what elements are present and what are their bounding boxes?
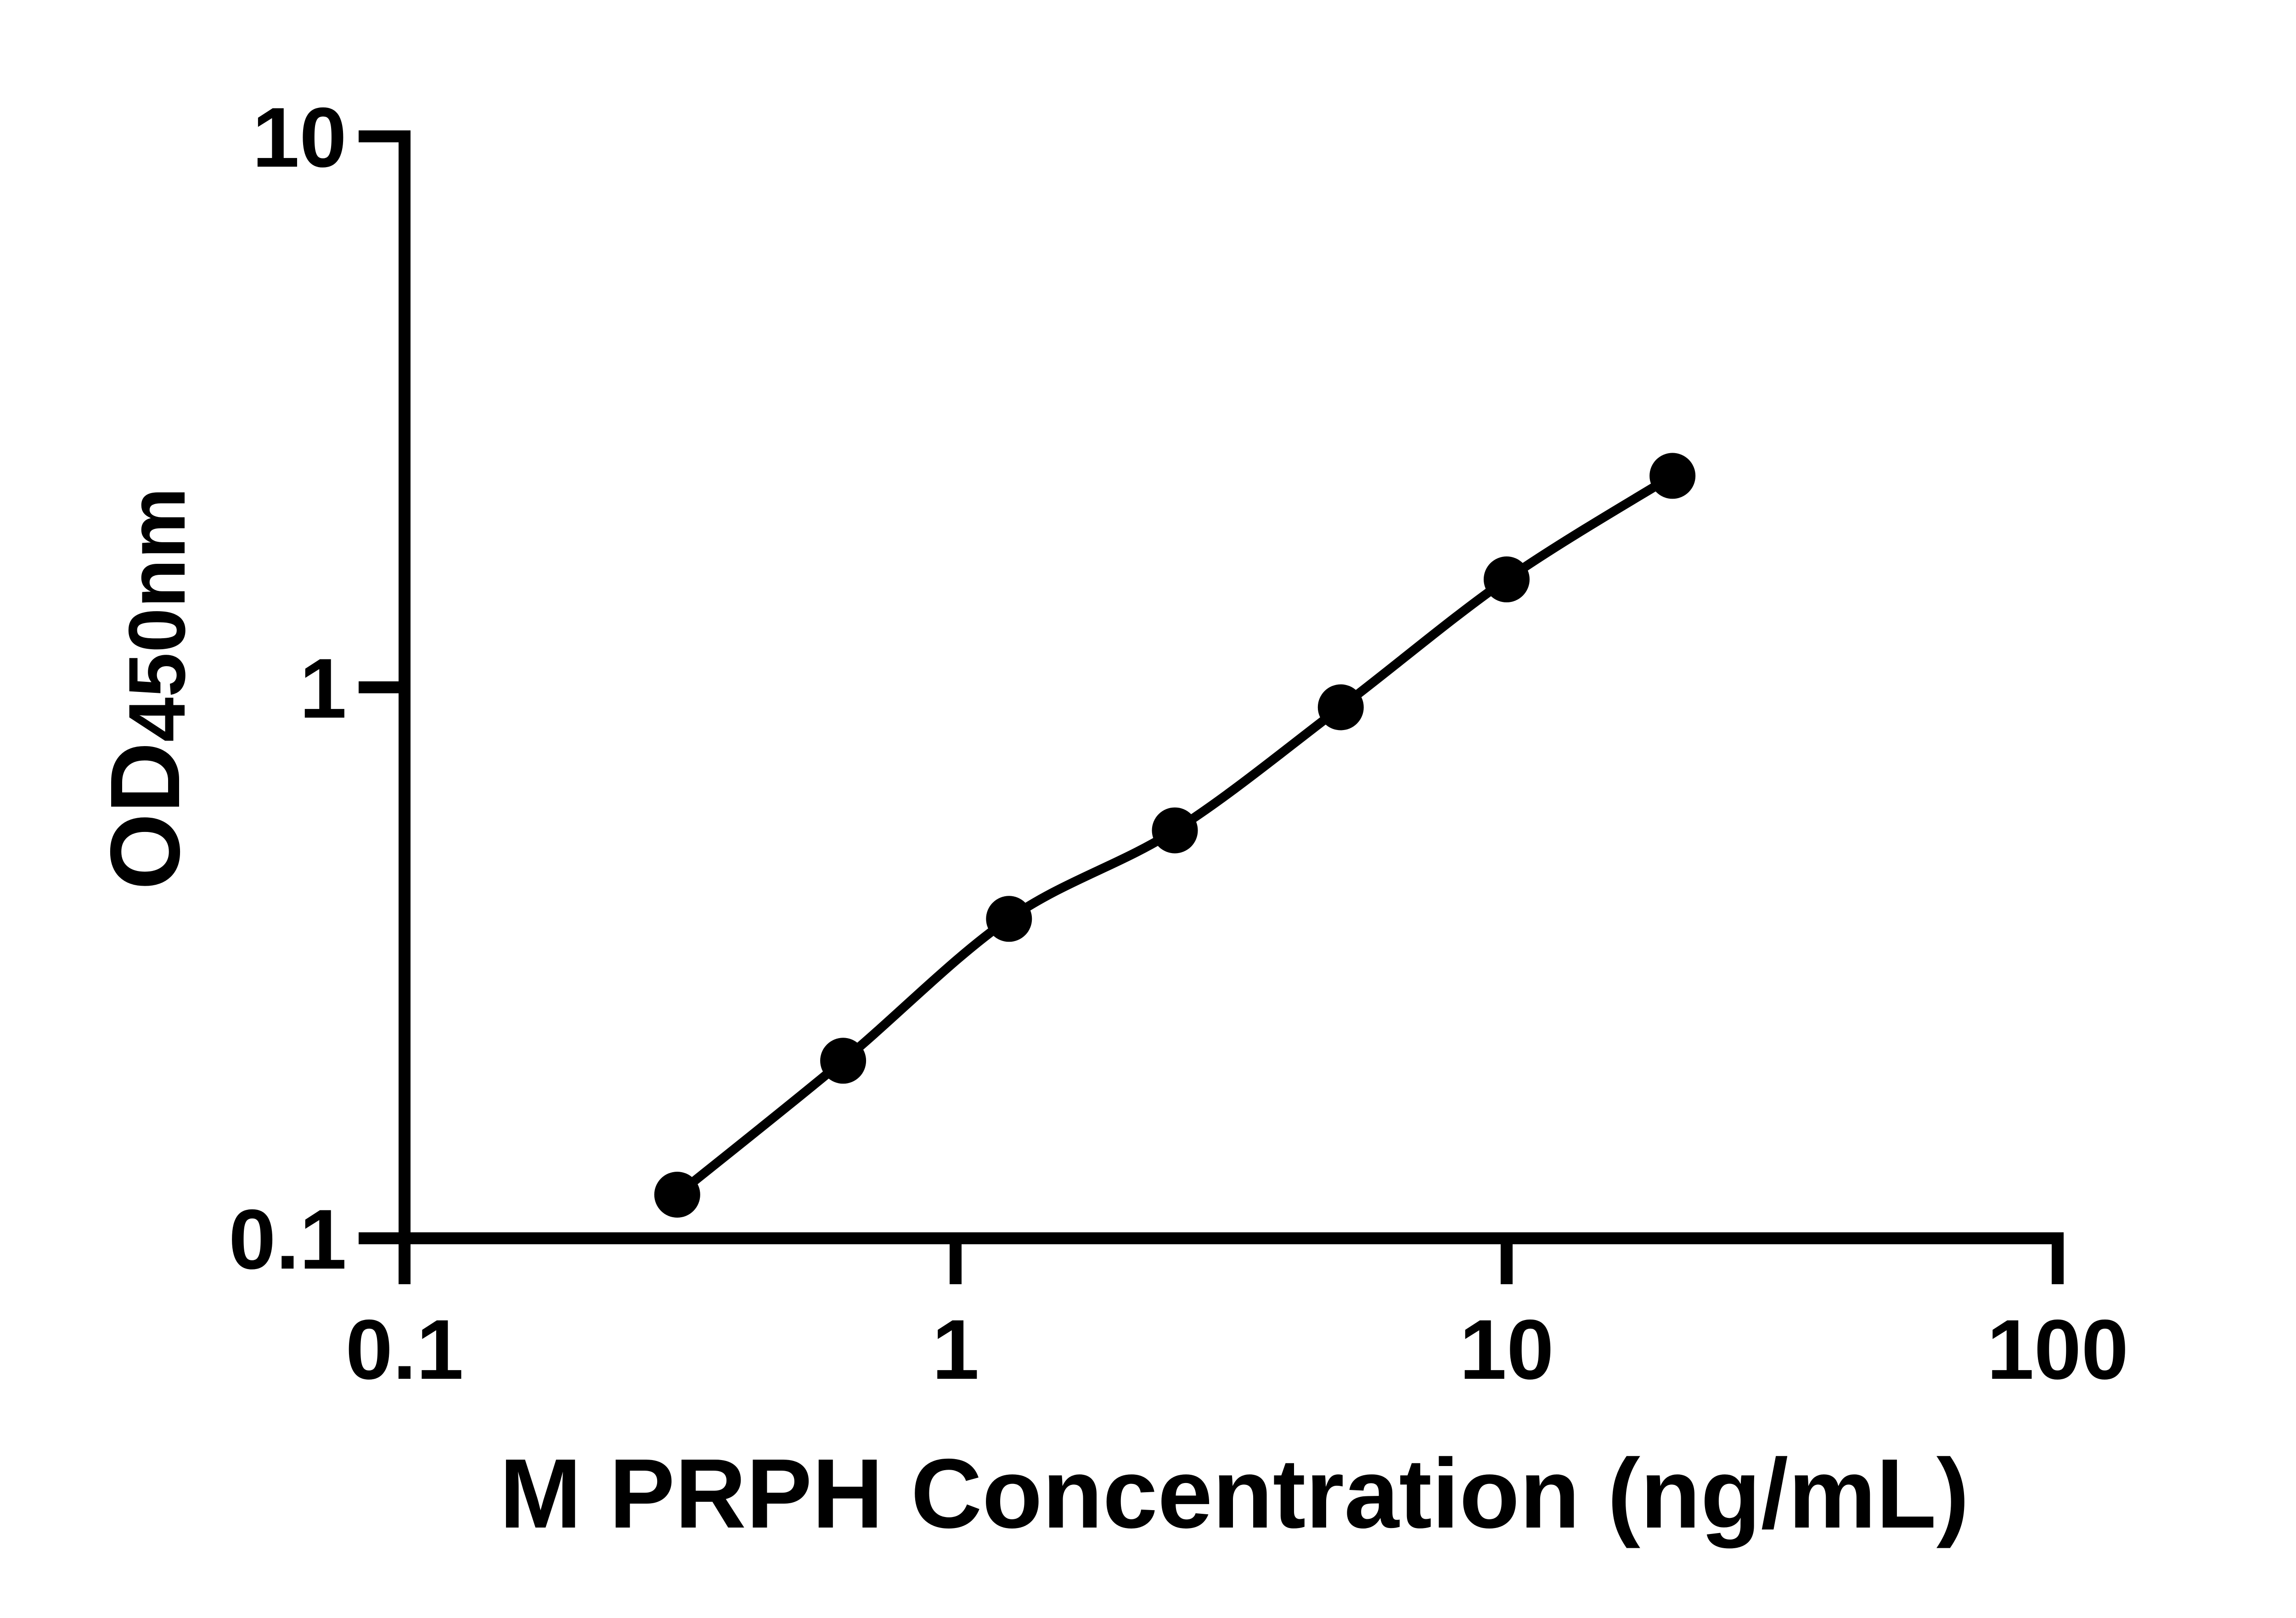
data-point bbox=[1152, 807, 1198, 854]
y-tick-label: 0.1 bbox=[229, 1192, 347, 1287]
data-point bbox=[986, 896, 1032, 942]
x-tick-label: 0.1 bbox=[345, 1303, 463, 1397]
data-point bbox=[1484, 556, 1530, 602]
x-tick-label: 1 bbox=[932, 1303, 979, 1397]
y-axis-title-main: OD bbox=[90, 742, 200, 890]
x-axis-title: M PRPH Concentration (ng/mL) bbox=[500, 1438, 1970, 1549]
axis-ticks bbox=[359, 130, 2064, 1284]
data-point bbox=[820, 1038, 867, 1084]
y-axis-title: OD450nm bbox=[90, 488, 202, 890]
data-points bbox=[654, 453, 1696, 1218]
y-tick-label: 1 bbox=[299, 641, 347, 736]
y-tick-label: 10 bbox=[252, 90, 347, 185]
y-axis-title-subscript: 450nm bbox=[113, 488, 202, 742]
x-tick-label: 100 bbox=[1987, 1303, 2129, 1397]
data-point bbox=[1649, 453, 1696, 499]
x-tick-label: 10 bbox=[1459, 1303, 1554, 1397]
data-point bbox=[1317, 684, 1364, 730]
axis-tick-labels: 0.1 1 10 0.1 1 10 100 bbox=[229, 90, 2129, 1397]
data-point bbox=[654, 1172, 700, 1218]
